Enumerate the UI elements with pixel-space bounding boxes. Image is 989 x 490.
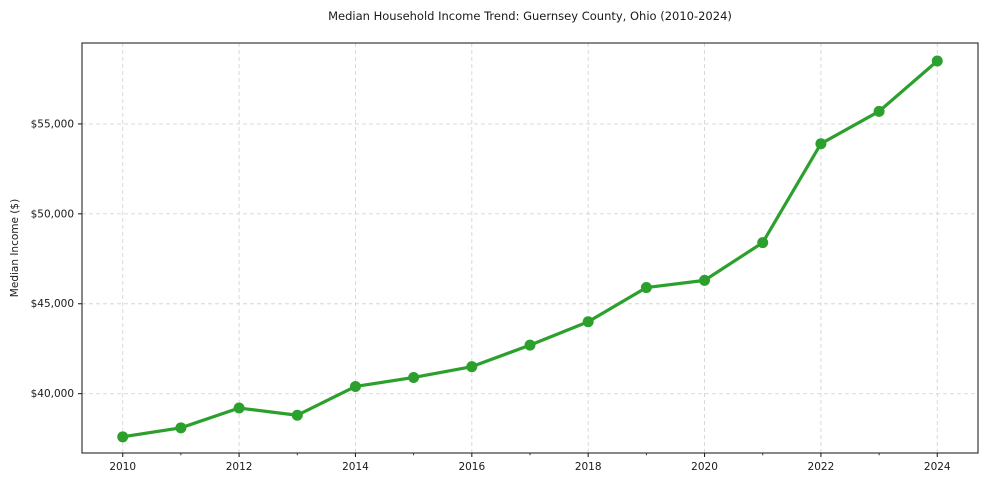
data-point-2010 [117,431,129,443]
x-tick-label-2012: 2012 [226,461,253,473]
x-tick-label-2024: 2024 [924,461,951,473]
x-tick-label-2018: 2018 [575,461,602,473]
data-point-2013 [291,409,303,421]
trend-line [121,59,939,439]
plot-border [81,42,979,454]
y-tick-label-40000: $40,000 [31,388,74,400]
x-tick-label-2016: 2016 [458,461,485,473]
y-tick-label-50000: $50,000 [31,208,74,220]
data-point-2021 [757,237,769,249]
y-tick-label-45000: $45,000 [31,298,74,310]
data-point-2018 [582,316,594,328]
data-point-2014 [349,380,361,392]
data-point-2016 [466,361,478,373]
data-point-2022 [815,138,827,150]
chart-title: Median Household Income Trend: Guernsey … [328,9,732,23]
data-point-2012 [233,402,245,414]
x-tick-label-2022: 2022 [808,461,835,473]
data-point-2019 [640,282,652,294]
data-point-2011 [175,422,187,434]
data-point-2017 [524,339,536,351]
y-tick-label-55000: $55,000 [31,118,74,130]
data-point-2024 [931,55,943,67]
data-point-2023 [873,105,885,117]
x-tick-label-2010: 2010 [109,461,136,473]
data-point-2020 [699,274,711,286]
x-tick-label-2014: 2014 [342,461,369,473]
x-tick-label-2020: 2020 [691,461,718,473]
data-point-2015 [408,371,420,383]
